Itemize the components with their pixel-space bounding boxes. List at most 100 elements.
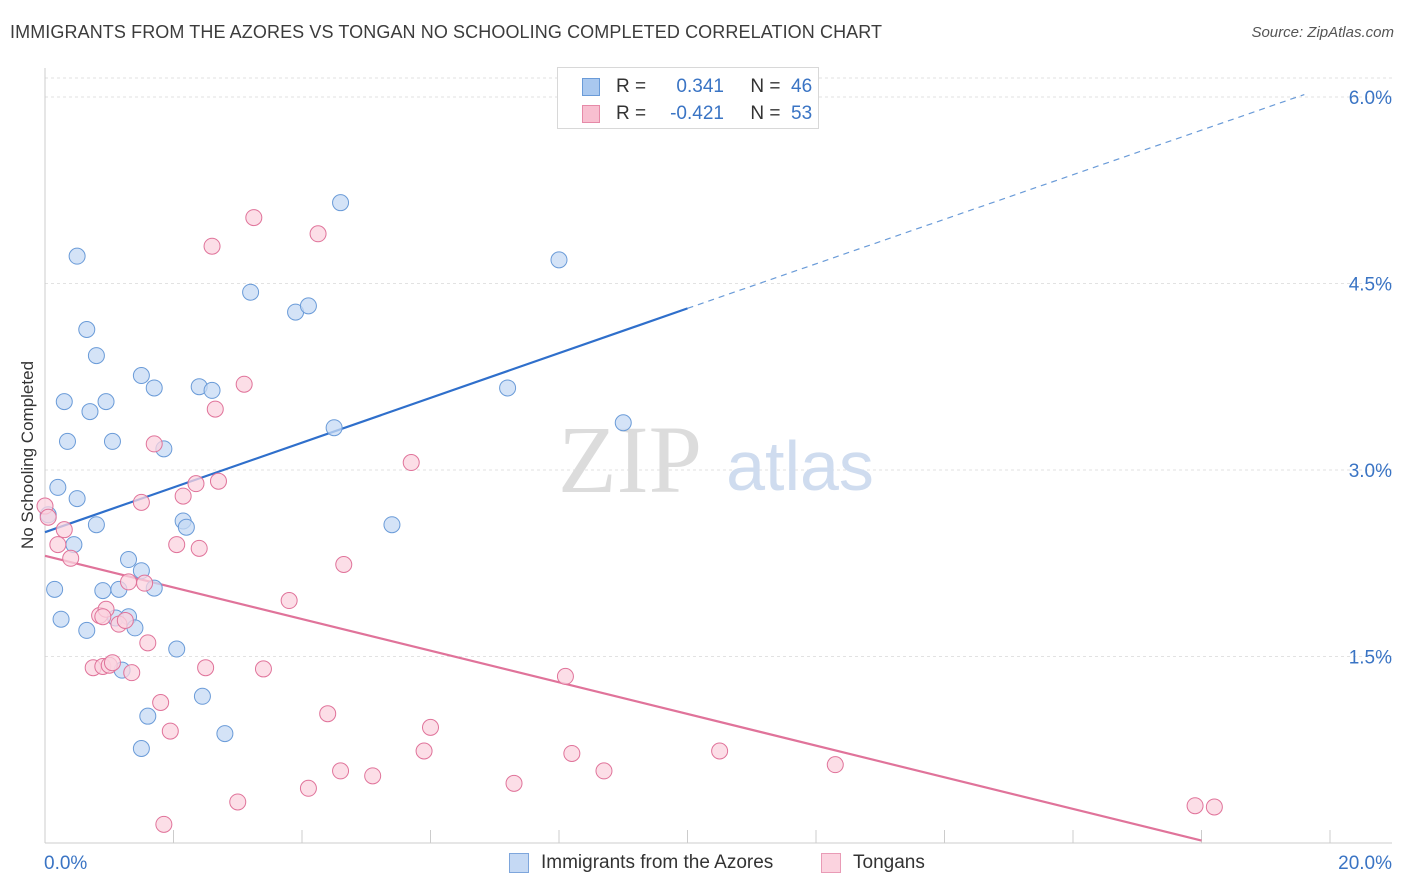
tongan-point <box>332 762 350 780</box>
azores-point <box>87 516 105 534</box>
y-tick-label: 3.0% <box>1349 461 1392 482</box>
azores-point <box>132 367 150 385</box>
legend-r-label: R = <box>616 76 647 97</box>
tongan-point <box>116 611 134 629</box>
azores-point <box>46 580 64 598</box>
azores-point <box>499 379 517 397</box>
azores-point <box>81 403 99 421</box>
azores-trend-extension <box>687 93 1305 309</box>
y-tick-label: 6.0% <box>1349 88 1392 109</box>
tongan-point <box>139 634 157 652</box>
tongan-point <box>1186 797 1204 815</box>
chart-title: IMMIGRANTS FROM THE AZORES VS TONGAN NO … <box>10 22 883 42</box>
legend-swatch-tongans <box>582 105 600 123</box>
azores-point <box>52 610 70 628</box>
azores-point <box>614 414 632 432</box>
tongan-point <box>190 539 208 557</box>
trend-lines <box>44 93 1305 842</box>
tongan-point <box>187 475 205 493</box>
y-axis-label: No Schooling Completed <box>18 360 37 550</box>
axes <box>44 68 1392 844</box>
azores-point <box>87 347 105 365</box>
bottom-legend-swatch-azores <box>509 853 529 873</box>
azores-point <box>242 283 260 301</box>
tongan-point <box>49 536 67 554</box>
tongan-point <box>280 592 298 610</box>
tongan-point <box>229 793 247 811</box>
bottom-legend-label-azores: Immigrants from the Azores <box>541 852 774 873</box>
legend-swatch-azores <box>582 78 600 96</box>
tongan-point <box>197 659 215 677</box>
tongan-point <box>505 774 523 792</box>
tongan-point <box>1205 798 1223 816</box>
tongan-point <box>120 573 138 591</box>
legend-n-value: 46 <box>791 76 813 97</box>
tongan-point <box>123 664 141 682</box>
y-tick-label: 4.5% <box>1349 275 1392 296</box>
tongan-point <box>563 744 581 762</box>
tongan-point <box>319 705 337 723</box>
tongan-point <box>245 209 263 227</box>
tongan-point <box>136 574 154 592</box>
azores-point <box>383 516 401 534</box>
azores-point <box>97 393 115 411</box>
azores-point <box>193 687 211 705</box>
azores-point <box>78 621 96 639</box>
azores-point <box>550 251 568 269</box>
tongan-point <box>39 508 57 526</box>
azores-point <box>120 551 138 569</box>
tongan-point <box>174 487 192 505</box>
tongan-point <box>62 549 80 567</box>
azores-trend-line <box>44 307 688 534</box>
tongan-point <box>203 237 221 255</box>
azores-point <box>145 379 163 397</box>
azores-point <box>203 381 221 399</box>
azores-point <box>55 393 73 411</box>
azores-point <box>58 432 76 450</box>
tongan-point <box>415 742 433 760</box>
legend-r-value: -0.421 <box>670 103 724 124</box>
correlation-legend: R = 0.341 N = 46 R = -0.421 N = 53 <box>557 67 819 129</box>
azores-point <box>139 707 157 725</box>
azores-point <box>325 419 343 437</box>
x-tick-label: 20.0% <box>1338 853 1392 874</box>
tongan-point <box>145 435 163 453</box>
azores-point <box>78 321 96 339</box>
azores-point <box>103 432 121 450</box>
azores-point <box>68 247 86 265</box>
tongan-point <box>103 654 121 672</box>
tongan-point <box>556 667 574 685</box>
azores-point <box>49 478 67 496</box>
tongan-trend-line <box>44 554 1202 842</box>
azores-point <box>216 725 234 743</box>
tongan-point <box>422 718 439 736</box>
tongan-point <box>711 742 729 760</box>
tick-labels: 1.5% 3.0% 4.5% 6.0% 0.0% 20.0% <box>44 88 1392 874</box>
azores-point <box>177 518 195 536</box>
bottom-legend-swatch-tongans <box>821 853 841 873</box>
tongan-point <box>254 660 272 678</box>
tongan-point <box>826 756 844 774</box>
legend-n-value: 53 <box>791 103 813 124</box>
tongan-point <box>299 779 317 797</box>
azores-point <box>168 640 186 658</box>
bottom-legend-label-tongans: Tongans <box>853 852 925 873</box>
tongan-point <box>309 225 327 243</box>
legend-n-label: N = <box>750 103 781 124</box>
y-tick-label: 1.5% <box>1349 648 1392 669</box>
tongan-point <box>168 536 186 554</box>
tongan-point <box>152 694 170 712</box>
watermark-atlas: atlas <box>726 427 874 505</box>
tongan-point <box>209 472 227 490</box>
tongan-point <box>364 767 382 785</box>
x-tick-label: 0.0% <box>44 853 87 874</box>
azores-point <box>68 490 86 508</box>
tongan-point <box>132 493 150 511</box>
azores-point <box>299 297 317 315</box>
legend-r-value: 0.341 <box>676 76 724 97</box>
tongan-point <box>55 521 73 539</box>
data-points <box>36 194 1223 833</box>
tongan-point <box>335 555 353 573</box>
azores-point <box>94 582 112 600</box>
